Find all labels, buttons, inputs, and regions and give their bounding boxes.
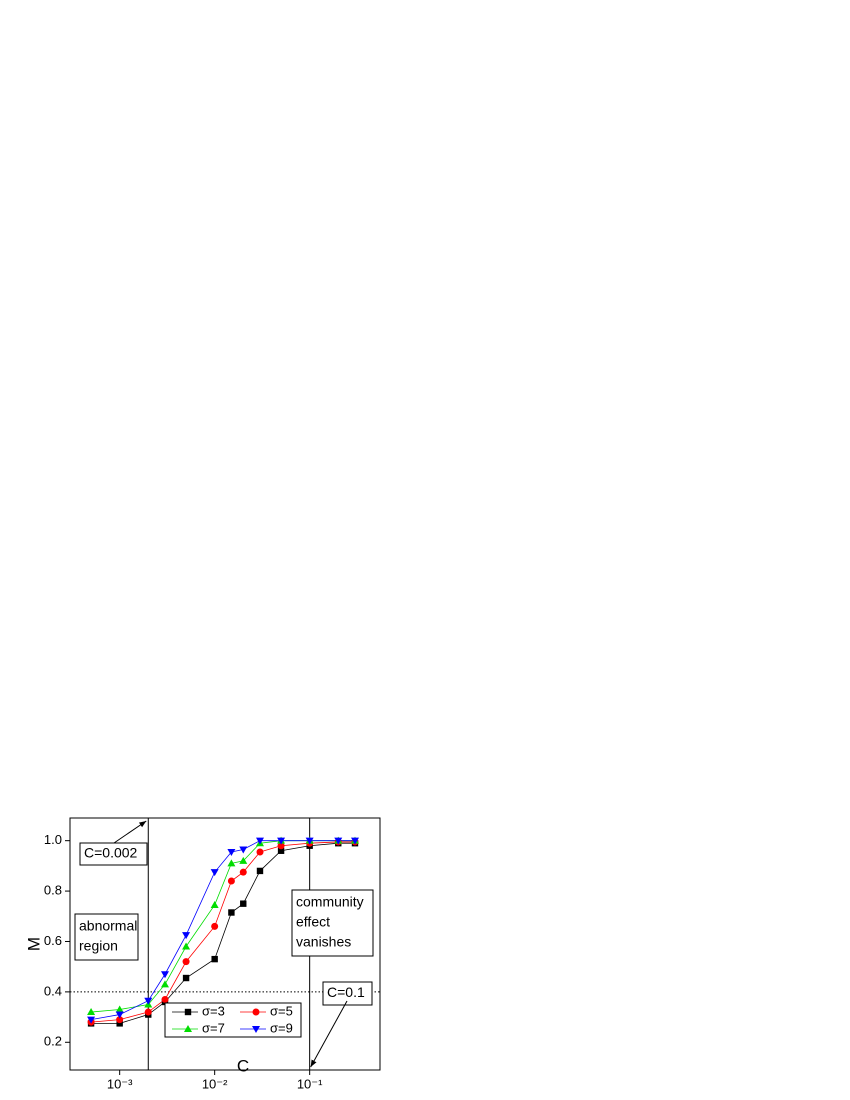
marker [87,1016,96,1024]
plot-frame [69,817,381,1071]
marker [161,995,169,1003]
marker [256,867,264,875]
annotation-text: C=0.1 [327,984,365,1000]
marker [210,900,219,908]
marker [277,847,285,854]
marker [240,900,247,907]
annotation-box [322,981,373,1006]
marker [160,980,169,988]
marker [182,974,190,982]
annotation-text: C=0.002 [84,845,138,861]
annotation-text: effect [296,914,330,930]
y-tick-label: 0.8 [44,883,62,898]
annotation-arrow [113,820,147,844]
marker [255,837,264,845]
annotation-text: community [296,894,364,910]
marker [239,868,247,876]
marker [227,849,236,857]
legend-marker [184,1025,192,1032]
y-tick-label: 0.4 [44,983,62,998]
annotation-box [79,842,148,866]
x-tick-label: 10⁻³ [107,1076,133,1091]
marker [334,837,343,845]
marker [116,1020,123,1027]
marker [210,869,219,877]
marker [227,877,235,885]
marker [227,859,236,867]
legend-label: σ=3 [202,1003,225,1018]
marker [116,1016,124,1024]
marker [239,846,248,854]
annotation-box [291,889,374,957]
annotation-text: abnormal [79,918,137,934]
marker [182,942,191,950]
legend-label: σ=9 [270,1020,293,1035]
marker [160,971,169,979]
marker [211,955,218,963]
marker [228,909,235,916]
y-tick-label: 0.6 [44,933,62,948]
y-tick-label: 1.0 [44,832,62,847]
annotation-text: vanishes [296,934,351,950]
marker [277,842,285,850]
marker [182,932,191,940]
marker [305,837,314,845]
annotation-text: region [79,938,118,954]
y-tick-label: 0.2 [44,1034,62,1049]
marker [115,1011,124,1019]
marker [277,837,286,845]
legend-marker [252,1026,260,1033]
marker [87,1008,96,1016]
legend-marker [252,1008,260,1016]
annotation-arrow [310,1000,348,1068]
annotation-box [74,913,139,961]
legend-marker [184,1008,192,1016]
x-axis-label: C [237,1056,249,1075]
marker [256,848,264,856]
y-axis-label: M [24,937,43,951]
marker [144,997,153,1005]
legend-label: σ=7 [202,1020,225,1035]
marker [182,958,190,966]
marker [239,856,248,864]
x-tick-label: 10⁻¹ [297,1076,323,1091]
marker [211,922,219,930]
marker [115,1005,124,1013]
marker [144,1008,152,1016]
x-tick-label: 10⁻² [202,1076,228,1091]
legend-label: σ=5 [270,1003,293,1018]
marker [350,837,359,845]
